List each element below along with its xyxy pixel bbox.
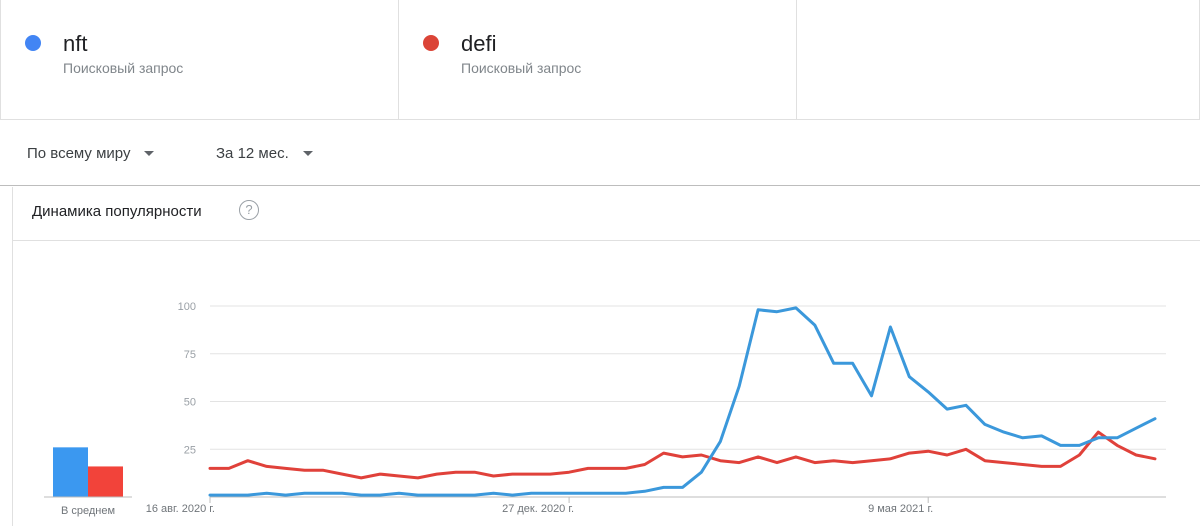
- interest-over-time-card: Динамика популярности ?: [12, 187, 1200, 526]
- chevron-down-icon: [144, 151, 155, 156]
- y-tick-label: 75: [184, 349, 196, 361]
- filters-bar: По всему миру За 12 мес.: [0, 120, 1200, 186]
- term-type: Поисковый запрос: [63, 60, 184, 76]
- term-name: nft: [63, 31, 88, 56]
- y-tick-label: 100: [178, 301, 196, 313]
- average-label: В среднем: [61, 505, 115, 517]
- y-tick-label: 50: [184, 397, 196, 409]
- series-line-nft: [208, 306, 1157, 497]
- card-title: Динамика популярности: [32, 203, 202, 220]
- chevron-down-icon: [302, 151, 313, 156]
- region-label: По всему миру: [27, 145, 131, 162]
- period-label: За 12 мес.: [216, 145, 289, 162]
- term-color-dot-icon: [423, 35, 439, 51]
- term-color-dot-icon: [25, 35, 41, 51]
- term-type: Поисковый запрос: [461, 60, 582, 76]
- y-tick-label: 25: [184, 444, 196, 456]
- help-circle-icon[interactable]: ?: [239, 200, 259, 220]
- period-dropdown[interactable]: За 12 мес.: [216, 145, 313, 162]
- average-bar-defi: [88, 466, 123, 497]
- x-tick-label: 27 дек. 2020 г.: [502, 503, 574, 515]
- series-line-defi: [208, 430, 1157, 480]
- card-divider: [13, 240, 1200, 241]
- term-name: defi: [461, 31, 497, 56]
- x-tick-label: 9 мая 2021 г.: [868, 503, 933, 515]
- region-dropdown[interactable]: По всему миру: [27, 145, 155, 162]
- term-card-defi[interactable]: defi Поисковый запрос: [398, 0, 796, 120]
- average-bar-nft: [53, 447, 88, 497]
- x-tick-label: 16 авг. 2020 г.: [146, 503, 215, 515]
- term-card-nft[interactable]: nft Поисковый запрос: [0, 0, 398, 120]
